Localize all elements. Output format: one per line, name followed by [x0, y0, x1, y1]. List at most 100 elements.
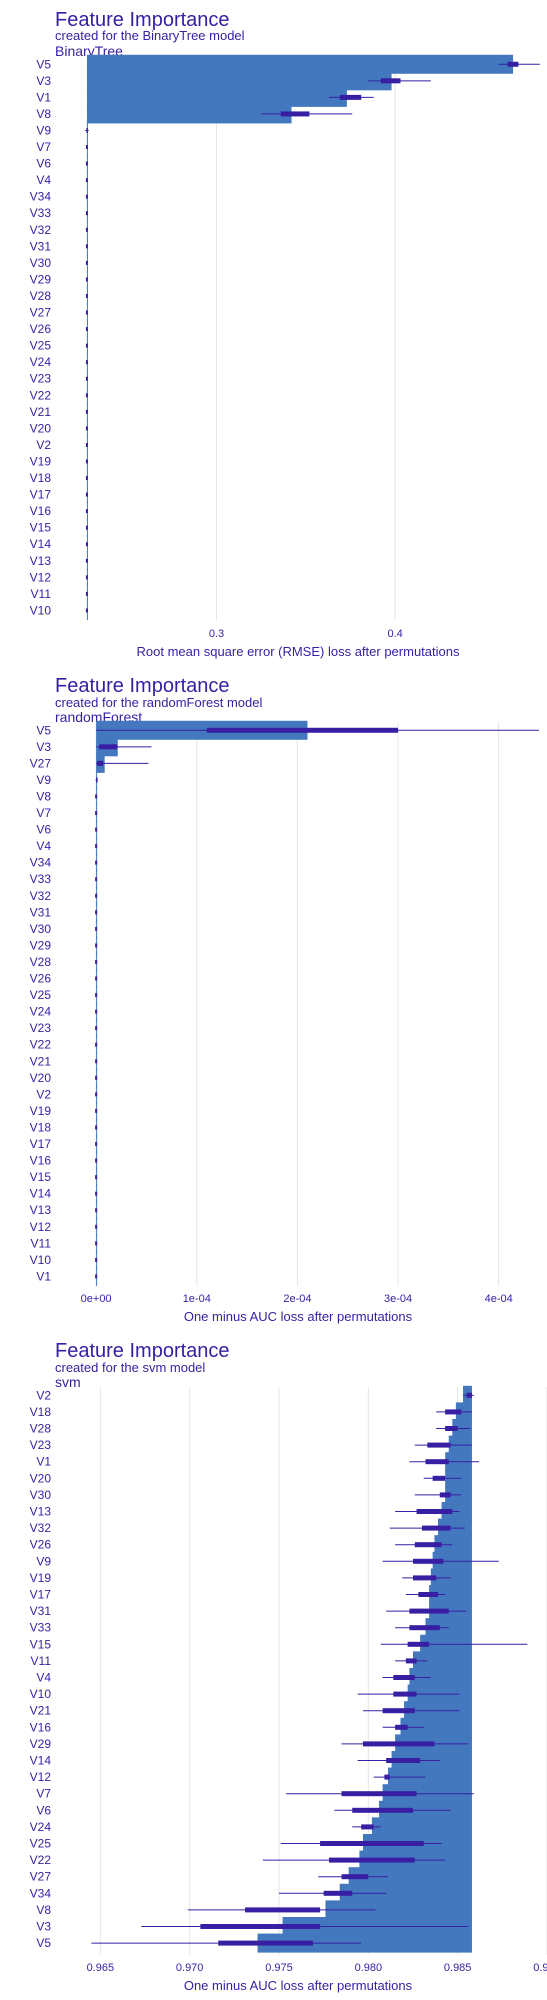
feature-label: V11 [31, 587, 52, 601]
boxplot-box [407, 1641, 430, 1647]
feature-label: V34 [30, 190, 52, 204]
chart-subtitle: created for the BinaryTree model [55, 28, 245, 43]
boxplot-box [416, 1509, 453, 1514]
feature-label: V2 [36, 1388, 51, 1402]
boxplot-box [245, 1907, 321, 1913]
x-tick-label: 0.985 [444, 1962, 472, 1974]
feature-label: V21 [30, 405, 52, 419]
x-tick-label: 0e+00 [81, 1293, 112, 1305]
importance-bar [348, 1867, 472, 1887]
feature-label: V27 [30, 306, 52, 320]
boxplot-box [341, 1874, 369, 1880]
feature-label: V26 [30, 322, 52, 336]
boxplot-box [323, 1890, 353, 1896]
feature-label: V6 [36, 1803, 51, 1817]
feature-label: V9 [36, 123, 51, 137]
feature-label: V5 [36, 723, 51, 737]
boxplot-box [362, 1741, 435, 1747]
boxplot-box [384, 1774, 390, 1780]
importance-bars [257, 1385, 472, 1953]
boxplot-box [425, 1459, 449, 1465]
x-tick-label: 0.3 [209, 628, 224, 640]
boxplot-box [439, 1492, 451, 1498]
boxplot-box [339, 94, 362, 100]
feature-label: V24 [30, 355, 52, 369]
boxplot-box [395, 1724, 408, 1730]
feature-label: V22 [30, 388, 52, 402]
feature-label: V25 [30, 339, 52, 353]
boxplot-box [200, 1924, 321, 1929]
feature-label: V27 [30, 756, 52, 770]
binarytree-importance-chart: Feature Importance created for the Binar… [30, 9, 540, 659]
feature-label: V29 [30, 272, 52, 286]
feature-label: V17 [30, 1588, 52, 1602]
x-tick-label: 0.965 [87, 1962, 115, 1974]
x-tick-label: 2e-04 [283, 1293, 311, 1305]
importance-bar [409, 1668, 472, 1687]
chart-subtitle: created for the svm model [55, 1360, 205, 1375]
feature-label: V32 [30, 223, 52, 237]
svm-importance-chart: Feature Importance created for the svm m… [30, 1340, 547, 1993]
x-tick-labels: 0.3 0.4 [209, 628, 403, 640]
feature-label: V27 [30, 1870, 52, 1884]
permutation-boxplots [95, 727, 539, 1279]
feature-label: V15 [30, 1170, 52, 1184]
feature-label: V1 [36, 90, 51, 104]
feature-label: V19 [30, 1571, 52, 1585]
feature-label: V10 [30, 603, 52, 617]
feature-label: V34 [30, 1886, 52, 1900]
feature-label: V30 [30, 256, 52, 270]
boxplot-box [320, 1841, 424, 1846]
boxplot-box [96, 777, 98, 783]
feature-label: V7 [36, 806, 51, 820]
boxplot-box [413, 1575, 437, 1581]
boxplot-box [206, 727, 399, 733]
feature-label: V10 [30, 1253, 52, 1267]
chart-title: Feature Importance [55, 675, 230, 697]
feature-label: V30 [30, 1488, 52, 1502]
importance-bar [325, 1900, 472, 1920]
feature-label: V25 [30, 1837, 52, 1851]
x-axis-label: One minus AUC loss after permutations [184, 1978, 413, 1993]
feature-label: V20 [30, 421, 52, 435]
feature-label: V4 [36, 839, 51, 853]
feature-label: V10 [30, 1687, 52, 1701]
boxplot-box [413, 1558, 444, 1564]
feature-label: V14 [30, 537, 52, 551]
x-gridlines [215, 56, 396, 620]
x-tick-label: 0.4 [387, 628, 402, 640]
feature-label: V8 [36, 789, 51, 803]
x-gridlines [99, 1387, 547, 1955]
x-tick-label: 4e-04 [485, 1293, 513, 1305]
feature-label: V16 [30, 504, 52, 518]
feature-label: V21 [30, 1054, 52, 1068]
feature-label: V7 [36, 140, 51, 154]
feature-label: V22 [30, 1038, 52, 1052]
importance-bars [86, 54, 514, 620]
x-tick-label: 0.990 [533, 1962, 547, 1974]
x-tick-label: 0.975 [265, 1962, 293, 1974]
importance-bar [430, 1568, 472, 1588]
feature-label: V16 [30, 1154, 52, 1168]
feature-label: V14 [30, 1187, 52, 1201]
model-label: svm [55, 1374, 81, 1390]
importance-bar [371, 1817, 472, 1837]
feature-label: V32 [30, 1521, 52, 1535]
feature-label: V31 [30, 239, 52, 253]
boxplot-box [409, 1625, 440, 1631]
boxplot-box [341, 1791, 417, 1797]
feature-label: V16 [30, 1720, 52, 1734]
feature-label: V31 [30, 1604, 52, 1618]
feature-label: V24 [30, 1005, 52, 1019]
chart-title: Feature Importance [55, 9, 230, 31]
boxplot-box [382, 1708, 415, 1714]
feature-label: V18 [30, 1405, 52, 1419]
feature-label: V21 [30, 1704, 52, 1718]
feature-label: V20 [30, 1471, 52, 1485]
feature-label: V20 [30, 1071, 52, 1085]
importance-bar [86, 87, 347, 107]
boxplot-box [409, 1608, 449, 1614]
boxplot-box [393, 1675, 415, 1680]
boxplot-box [386, 1758, 421, 1763]
feature-label: V1 [36, 1455, 51, 1469]
